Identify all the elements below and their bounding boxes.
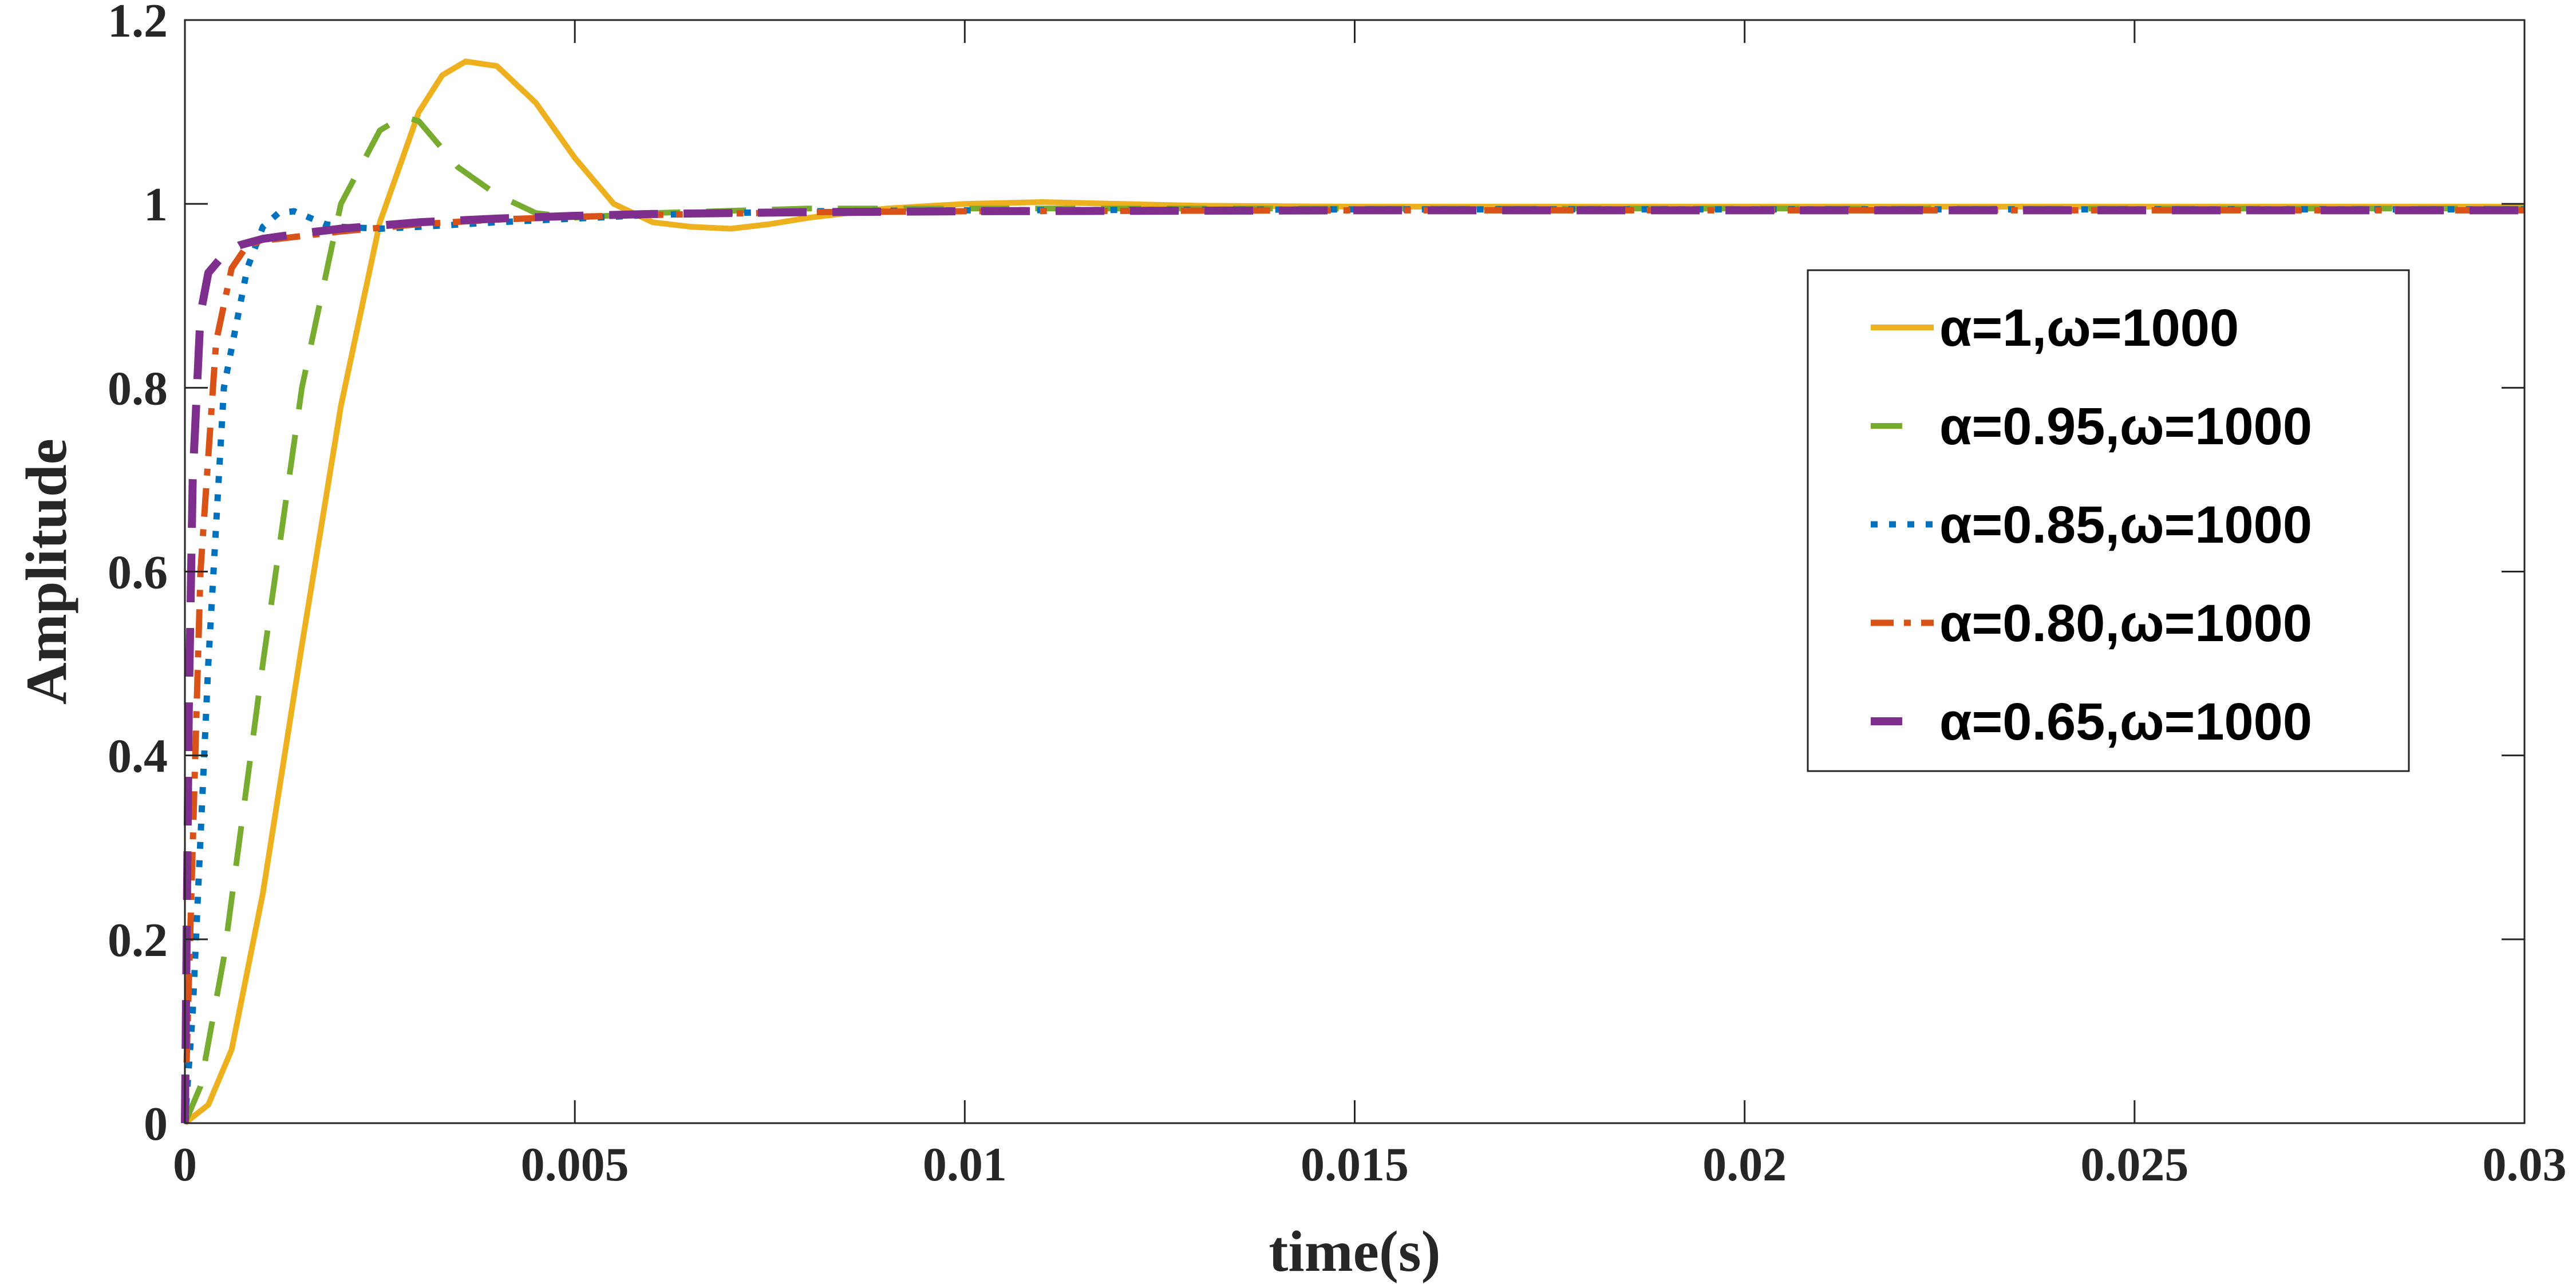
x-tick-label: 0.02 [1702, 1138, 1787, 1191]
legend-entry-2: α=0.95,ω=1000 [1939, 397, 2312, 456]
x-tick-label: 0.005 [521, 1138, 629, 1191]
x-tick-label: 0.03 [2483, 1138, 2567, 1191]
legend-entry-5: α=0.65,ω=1000 [1939, 693, 2312, 751]
y-axis-label: Amplitude [14, 438, 79, 705]
legend-entry-1: α=1,ω=1000 [1939, 299, 2239, 357]
y-tick-label: 0.8 [108, 362, 168, 415]
x-tick-label: 0.01 [923, 1138, 1007, 1191]
tick-layer: 0 0.005 0.01 0.015 0.02 0.025 0.03 0 0.2 0.4 0.6 0.… [108, 0, 2567, 1191]
y-tick-label: 0 [144, 1097, 168, 1151]
series-layer [181, 58, 2524, 1125]
y-tick-label: 0.6 [108, 546, 168, 599]
legend: α=1,ω=1000 α=0.95,ω=1000 α=0.85,ω=1000 α=0.… [1807, 269, 2410, 772]
x-tick-label: 0.025 [2080, 1138, 2188, 1191]
y-tick-label: 0.2 [108, 914, 168, 967]
series-line-2 [182, 113, 2524, 1124]
legend-box [1807, 269, 2410, 772]
x-axis-label: time(s) [1269, 1219, 1440, 1284]
y-tick-label: 1.2 [108, 0, 168, 48]
y-tick-label: 0.4 [108, 730, 168, 783]
series-line-5 [181, 206, 2524, 1124]
x-tick-label: 0.015 [1301, 1138, 1409, 1191]
x-tick-label: 0 [173, 1138, 197, 1191]
y-tick-label: 1 [144, 178, 168, 231]
legend-entry-4: α=0.80,ω=1000 [1939, 594, 2312, 653]
legend-entry-3: α=0.85,ω=1000 [1939, 496, 2312, 554]
